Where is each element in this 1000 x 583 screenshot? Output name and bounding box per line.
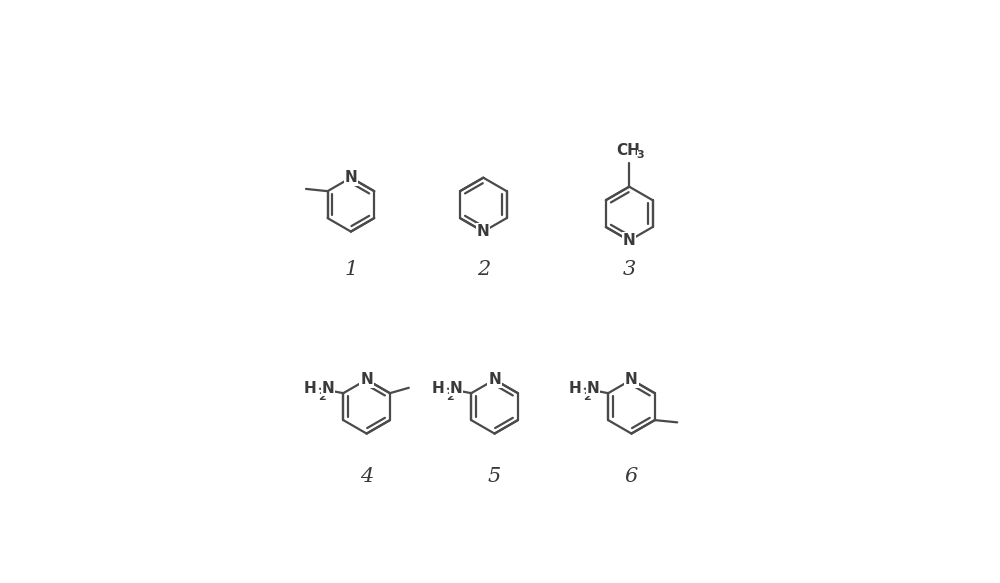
Text: CH: CH — [616, 143, 640, 158]
Text: 2: 2 — [318, 392, 326, 402]
Text: N: N — [586, 381, 599, 396]
Text: 1: 1 — [344, 260, 358, 279]
Text: H: H — [432, 381, 444, 396]
Text: N: N — [322, 381, 334, 396]
Text: N: N — [477, 224, 490, 239]
Text: N: N — [623, 233, 636, 248]
Text: 3: 3 — [637, 150, 644, 160]
Text: 2: 2 — [477, 260, 490, 279]
Text: 5: 5 — [488, 467, 501, 486]
Text: N: N — [345, 170, 357, 185]
Text: N: N — [488, 372, 501, 387]
Text: 2: 2 — [446, 392, 454, 402]
Text: H: H — [304, 381, 316, 396]
Text: N: N — [625, 372, 638, 387]
Text: 4: 4 — [360, 467, 373, 486]
Text: 2: 2 — [583, 392, 590, 402]
Text: N: N — [360, 372, 373, 387]
Text: H: H — [568, 381, 581, 396]
Text: 3: 3 — [623, 260, 636, 279]
Text: 6: 6 — [625, 467, 638, 486]
Text: N: N — [450, 381, 462, 396]
